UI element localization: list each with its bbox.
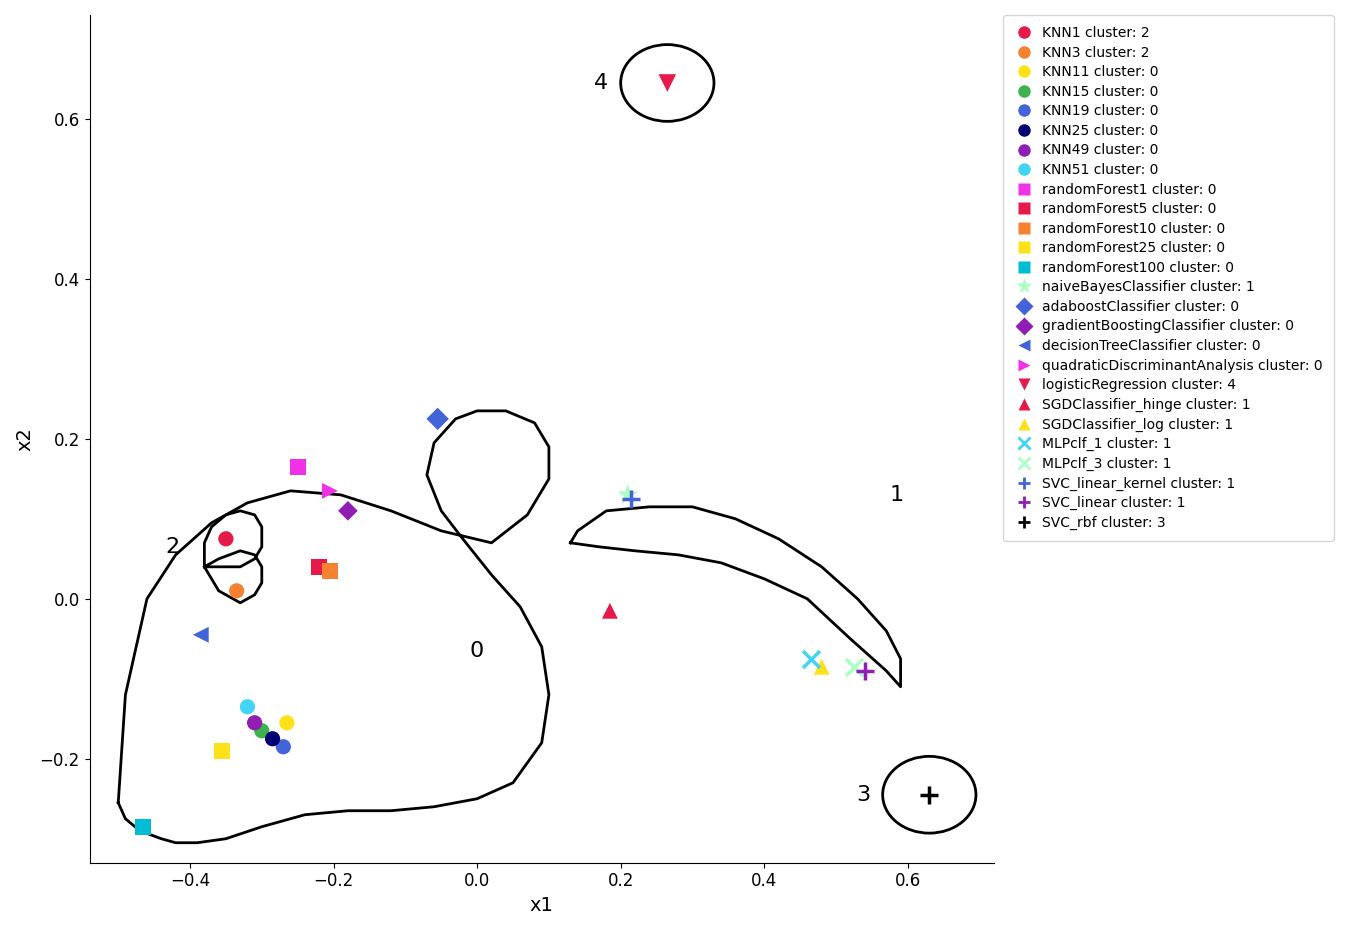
- Text: 2: 2: [165, 537, 180, 557]
- Point: [319, 484, 340, 498]
- Point: [225, 583, 247, 598]
- X-axis label: x1: x1: [529, 896, 554, 915]
- Legend: KNN1 cluster: 2, KNN3 cluster: 2, KNN11 cluster: 0, KNN15 cluster: 0, KNN19 clus: KNN1 cluster: 2, KNN3 cluster: 2, KNN11 …: [1003, 15, 1334, 541]
- Point: [215, 531, 236, 546]
- Y-axis label: x2: x2: [15, 427, 34, 451]
- Point: [244, 715, 266, 730]
- Text: 0: 0: [470, 641, 485, 661]
- Point: [277, 715, 298, 730]
- Point: [617, 487, 639, 502]
- Point: [338, 503, 359, 518]
- Text: 1: 1: [890, 485, 905, 505]
- Point: [190, 628, 212, 643]
- Point: [427, 411, 448, 426]
- Point: [844, 659, 865, 674]
- Point: [251, 724, 273, 738]
- Point: [319, 564, 340, 578]
- Point: [811, 659, 833, 674]
- Point: [855, 663, 876, 678]
- Point: [621, 491, 643, 506]
- Point: [236, 699, 258, 714]
- Text: 3: 3: [856, 785, 871, 804]
- Point: [273, 739, 294, 754]
- Point: [801, 651, 822, 666]
- Point: [599, 604, 621, 618]
- Text: 4: 4: [594, 73, 609, 93]
- Point: [132, 819, 154, 834]
- Point: [656, 75, 678, 90]
- Point: [918, 788, 940, 803]
- Point: [212, 743, 234, 758]
- Point: [262, 731, 284, 746]
- Point: [288, 459, 309, 474]
- Point: [308, 559, 329, 574]
